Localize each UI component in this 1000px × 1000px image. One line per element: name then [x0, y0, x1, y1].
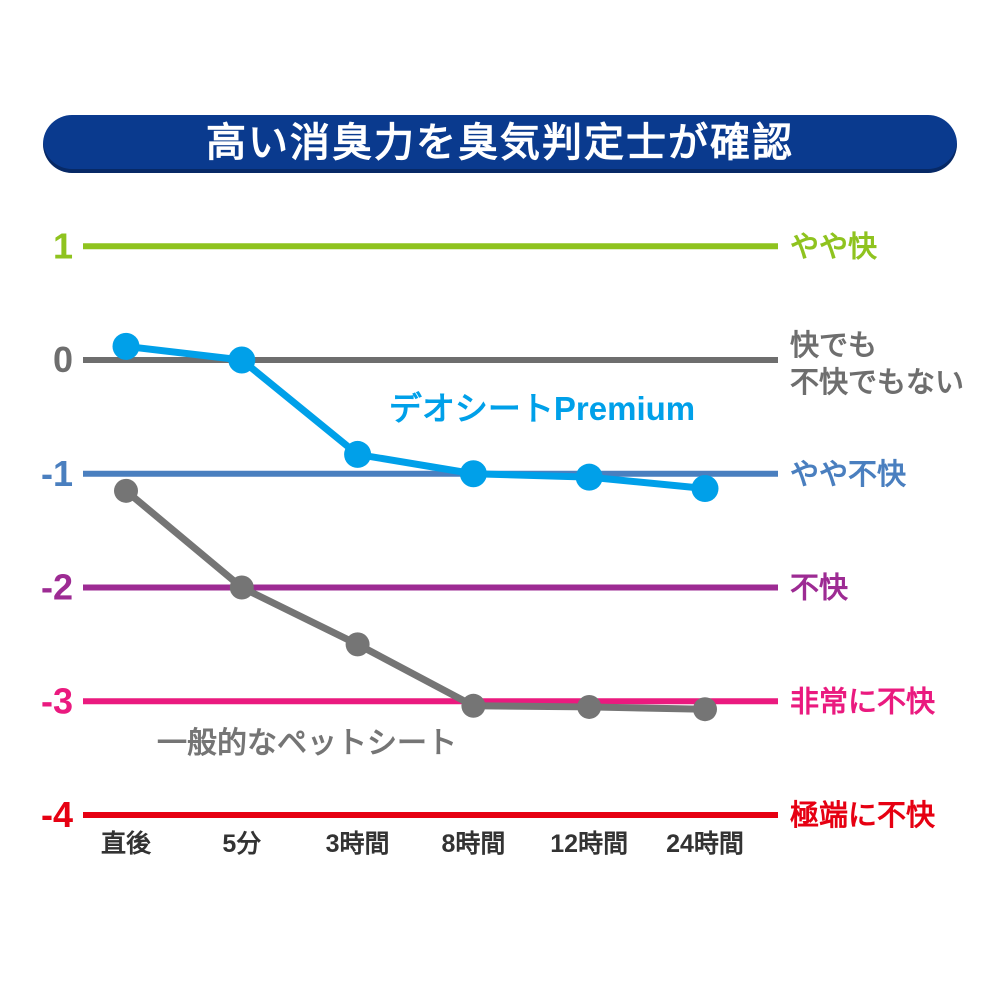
y-tick--2: -2	[41, 567, 73, 608]
series-generic-point-0	[114, 478, 138, 503]
y-tick--4: -4	[41, 794, 73, 835]
level-label--2: 不快	[790, 572, 849, 605]
series-premium-point-0	[112, 332, 140, 360]
series-premium-label: デオシートPremium	[389, 390, 695, 427]
level-label-1: やや快	[790, 230, 878, 263]
series-generic-point-3	[461, 693, 486, 718]
series-premium-point-2	[344, 440, 372, 468]
x-label-3: 8時間	[441, 829, 505, 858]
series-generic-point-5	[693, 697, 717, 722]
level-label--3: 非常に不快	[790, 685, 936, 718]
series-generic-line	[122, 487, 709, 713]
page-title: 高い消臭力を臭気判定士が確認	[206, 120, 794, 165]
level-label--4: 極端に不快	[790, 799, 936, 832]
level-label--1: やや不快	[790, 458, 907, 491]
x-label-4: 12時間	[550, 829, 628, 858]
series-generic-label: 一般的なペットシート	[157, 727, 457, 760]
series-generic-point-4	[577, 694, 602, 719]
series-premium-point-1	[228, 346, 256, 374]
x-label-1: 5分	[222, 830, 261, 858]
x-label-0: 直後	[101, 830, 152, 858]
y-tick-1: 1	[53, 225, 73, 266]
title-banner: 高い消臭力を臭気判定士が確認	[43, 115, 957, 173]
series-premium-line	[122, 342, 709, 493]
x-label-2: 3時間	[326, 829, 390, 858]
level-label-0-line1: 快でも	[790, 329, 877, 362]
level-label-0-line2: 不快でもない	[790, 366, 964, 399]
series-premium-point-3	[459, 460, 487, 488]
series-premium-point-4	[575, 463, 603, 491]
y-tick-0: 0	[53, 339, 73, 380]
series-generic-point-2	[345, 632, 370, 657]
series-generic-point-1	[229, 575, 254, 600]
series-premium-point-5	[691, 475, 719, 503]
y-tick--1: -1	[41, 453, 73, 494]
x-label-5: 24時間	[666, 829, 744, 858]
y-tick--3: -3	[41, 680, 73, 721]
